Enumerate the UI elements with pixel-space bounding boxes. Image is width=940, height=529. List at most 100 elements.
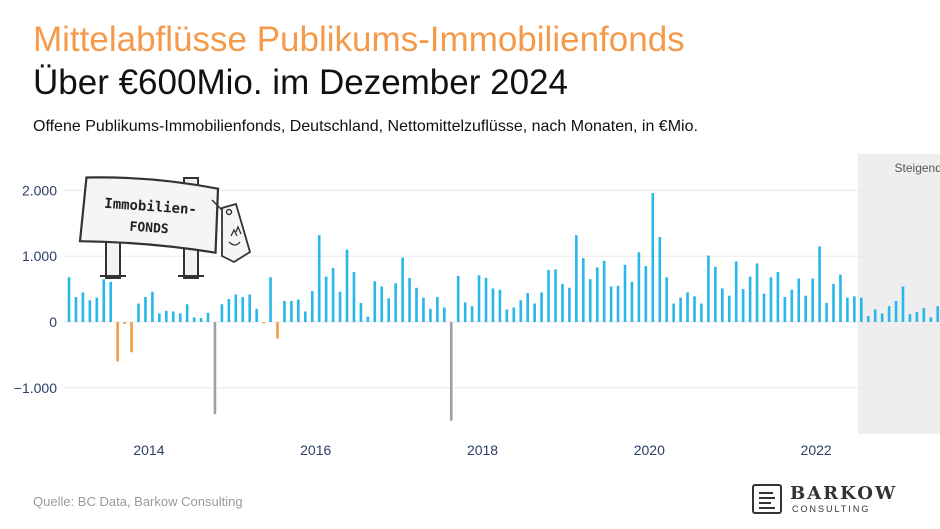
bar — [477, 275, 481, 322]
bar — [936, 306, 940, 322]
bar — [81, 292, 85, 322]
bar — [463, 302, 467, 322]
shaded-region-label: Steigende Zinsen — [895, 161, 940, 175]
bar — [582, 258, 585, 322]
bar — [595, 267, 599, 322]
bar — [88, 300, 92, 322]
bar — [825, 302, 828, 322]
bar — [234, 294, 238, 322]
bar — [568, 287, 571, 322]
sign-text-line1: Immobilien- — [104, 196, 198, 218]
logo-name: BARKOW — [790, 483, 898, 504]
bar — [602, 260, 606, 322]
bar — [387, 298, 390, 322]
bar — [158, 313, 161, 322]
bar — [540, 292, 543, 322]
bar — [102, 279, 106, 322]
bar — [248, 294, 251, 322]
bar — [616, 285, 620, 322]
x-tick-label: 2018 — [467, 442, 498, 458]
bar — [860, 297, 863, 322]
bar — [658, 237, 662, 322]
x-tick-label: 2016 — [300, 442, 331, 458]
bar — [734, 261, 738, 322]
chart-title: Mittelabflüsse Publikums-Immobilienfonds — [33, 20, 685, 59]
bar — [137, 303, 140, 322]
bar — [415, 287, 418, 322]
bar — [408, 277, 411, 322]
bar — [380, 286, 384, 322]
bar — [144, 296, 147, 322]
bar — [693, 296, 696, 322]
bar — [700, 303, 703, 322]
bar — [470, 306, 474, 322]
bar — [352, 271, 356, 322]
real-estate-fund-sign-illustration: Immobilien- FONDS — [78, 176, 252, 279]
bar — [623, 264, 627, 322]
bar — [185, 304, 189, 322]
bar — [394, 283, 397, 322]
source-note: Quelle: BC Data, Barkow Consulting — [33, 494, 243, 509]
bar — [547, 270, 550, 322]
bar — [436, 296, 439, 322]
bar — [109, 281, 112, 322]
bar — [276, 322, 279, 339]
bar — [554, 269, 557, 322]
logo-mark-icon — [752, 484, 782, 514]
bar — [130, 322, 133, 353]
bar — [206, 312, 210, 322]
bar — [123, 322, 126, 324]
bar — [561, 283, 564, 322]
bar — [866, 316, 870, 322]
y-tick-label: 1.000 — [22, 248, 57, 264]
bar — [192, 317, 196, 322]
chart-subtitle: Offene Publikums-Immobilienfonds, Deutsc… — [33, 118, 698, 135]
bar — [748, 276, 752, 322]
bar — [630, 281, 634, 322]
bar — [783, 296, 787, 322]
bar — [373, 281, 377, 322]
bar — [401, 257, 404, 322]
bar — [714, 266, 717, 322]
bar — [151, 291, 154, 322]
bar — [95, 297, 99, 322]
bar — [484, 277, 488, 322]
bar — [290, 300, 293, 322]
bar — [345, 249, 349, 322]
bar — [922, 308, 926, 322]
bar — [519, 300, 523, 322]
bar — [505, 309, 509, 322]
bar — [887, 306, 891, 322]
bar — [171, 311, 175, 322]
bar — [832, 283, 835, 322]
bar — [665, 277, 668, 322]
bar — [443, 307, 446, 322]
x-tick-label: 2022 — [801, 442, 832, 458]
bar — [790, 289, 794, 322]
bar — [721, 288, 724, 322]
bar — [575, 235, 578, 322]
bar — [310, 291, 314, 322]
y-tick-label: 2.000 — [22, 182, 57, 198]
bar — [359, 302, 363, 322]
bar — [901, 286, 905, 322]
bar — [366, 316, 370, 322]
bar — [741, 289, 745, 322]
bar — [304, 311, 307, 322]
bar — [839, 274, 842, 322]
price-tag-icon — [211, 199, 252, 264]
y-tick-label: 0 — [49, 314, 57, 330]
bar — [324, 276, 328, 322]
bar — [804, 295, 807, 322]
sign-text-line2: FONDS — [129, 220, 169, 238]
bar — [331, 268, 335, 322]
bar — [67, 277, 71, 322]
bar — [220, 304, 224, 322]
bar — [297, 299, 300, 322]
bar — [116, 322, 119, 362]
barkow-logo: BARKOW CONSULTING — [752, 481, 912, 517]
bar — [894, 300, 898, 322]
x-tick-label: 2020 — [634, 442, 665, 458]
bar — [241, 296, 245, 322]
bar — [811, 278, 814, 322]
